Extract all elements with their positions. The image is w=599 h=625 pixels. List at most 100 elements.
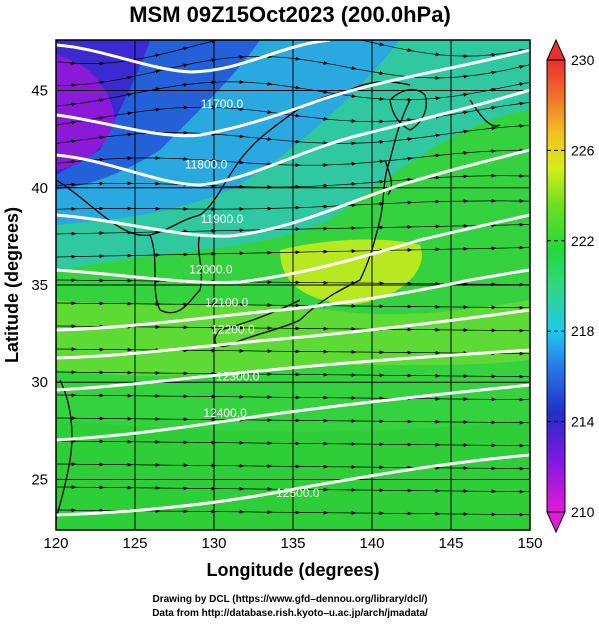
credit-data: Data from http://database.rish.kyoto–u.a… <box>152 608 428 619</box>
colorbar-tick-label: 226 <box>571 142 595 158</box>
colorbar: 230 226 222 218 214 210 <box>546 38 595 534</box>
height-contours <box>56 40 530 517</box>
colorbar-tick-label: 210 <box>571 504 595 520</box>
wind-arrow <box>349 94 357 98</box>
wind-arrow <box>238 35 244 36</box>
wind-arrow <box>489 126 497 131</box>
wind-arrow <box>237 134 245 139</box>
y-tick-label: 25 <box>31 471 48 488</box>
wind-arrow <box>349 66 357 70</box>
wind-arrow <box>293 113 301 118</box>
wind-arrow <box>69 159 77 164</box>
x-axis: 120 125 130 135 140 145 150 <box>43 524 543 552</box>
wind-arrow <box>489 87 497 92</box>
wind-arrow <box>181 63 189 68</box>
wind-arrow <box>181 82 189 87</box>
wind-arrow <box>461 129 469 134</box>
x-tick-label: 130 <box>201 535 226 552</box>
wind-arrow <box>181 46 189 51</box>
wind-arrow <box>461 110 469 115</box>
y-tick-label: 30 <box>31 374 48 391</box>
wind-arrow <box>433 153 441 158</box>
y-axis-title: Latitude (degrees) <box>2 207 22 363</box>
wind-arrow <box>433 96 441 101</box>
colorbar-min-triangle <box>546 511 566 534</box>
contour-label: 12200.0 <box>211 323 255 337</box>
wind-arrow <box>321 60 329 65</box>
wind-arrow <box>517 101 525 106</box>
wind-arrow <box>322 33 328 34</box>
colorbar-tick-label: 222 <box>571 233 595 249</box>
map-title: MSM 09Z15Oct2023 (200.0hPa) <box>129 2 451 27</box>
wind-arrow <box>293 56 301 61</box>
wind-arrow <box>517 82 525 87</box>
colorbar-tick-label: 214 <box>571 414 595 430</box>
wind-arrow <box>125 92 133 97</box>
wind-arrow <box>265 137 273 141</box>
wind-arrow <box>237 107 245 111</box>
wind-arrow <box>153 87 161 92</box>
y-axis: 25 30 35 40 45 <box>31 83 62 488</box>
wind-arrow <box>265 81 273 86</box>
contour-labels: 11700.0 11800.0 11900.0 12000.0 12100.0 12200… <box>185 97 320 500</box>
wind-arrow <box>517 65 525 69</box>
x-tick-label: 135 <box>280 535 305 552</box>
contour-label: 12300.0 <box>216 369 260 383</box>
credit-drawing: Drawing by DCL (https://www.gfd–dennou.o… <box>152 594 428 605</box>
wind-arrow <box>97 98 105 102</box>
wind-arrow <box>125 132 133 137</box>
wind-arrow <box>405 48 413 52</box>
wind-arrow <box>97 80 105 85</box>
wind-arrow <box>405 156 413 161</box>
x-tick-label: 140 <box>359 535 384 552</box>
x-tick-label: 120 <box>43 535 68 552</box>
colorbar-tick-label: 218 <box>571 323 595 339</box>
contour-label: 11800.0 <box>185 157 228 171</box>
wind-arrow <box>153 69 161 74</box>
wind-arrow <box>433 52 441 57</box>
wind-arrow <box>489 70 497 75</box>
wind-arrow <box>209 58 217 63</box>
wind-arrow <box>377 159 385 164</box>
x-tick-label: 125 <box>122 535 147 552</box>
wind-arrow <box>405 137 413 142</box>
contour-label: 12000.0 <box>189 262 233 276</box>
wind-arrow <box>321 116 329 121</box>
wind-arrow <box>69 139 77 144</box>
wind-arrow <box>69 102 77 107</box>
contour-label: 11700.0 <box>201 97 244 111</box>
wind-arrow <box>125 75 133 80</box>
wind-arrow <box>433 133 441 138</box>
y-tick-label: 35 <box>31 277 48 294</box>
colorbar-max-triangle <box>546 38 566 61</box>
x-tick-label: 145 <box>438 535 463 552</box>
x-axis-title: Longitude (degrees) <box>206 560 379 580</box>
wind-arrow <box>153 107 161 112</box>
y-tick-label: 45 <box>31 83 48 100</box>
wind-arrow <box>489 105 497 110</box>
colorbar-tick-label: 230 <box>571 52 595 68</box>
wind-arrow <box>265 110 273 114</box>
y-tick-label: 40 <box>31 180 48 197</box>
contour-label: 12100.0 <box>205 295 249 309</box>
wind-arrow <box>293 85 301 90</box>
wind-arrow <box>97 116 105 120</box>
wind-arrow <box>69 120 77 125</box>
x-tick-label: 150 <box>517 535 542 552</box>
colorbar-bar <box>546 59 566 513</box>
wind-arrow <box>517 48 525 53</box>
wind-arrow <box>377 42 385 47</box>
wind-arrow <box>461 92 469 97</box>
wind-arrow <box>405 118 413 123</box>
wind-arrow <box>351 40 357 41</box>
contour-label: 12400.0 <box>203 406 247 420</box>
wind-arrow <box>489 52 497 57</box>
wind-arrow <box>125 111 133 116</box>
wind-arrow <box>321 89 329 94</box>
wind-streamlines <box>56 33 530 517</box>
wind-arrow <box>97 135 105 140</box>
wind-arrow <box>461 74 469 79</box>
wind-arrow <box>153 53 161 58</box>
wind-arrow <box>377 71 385 75</box>
